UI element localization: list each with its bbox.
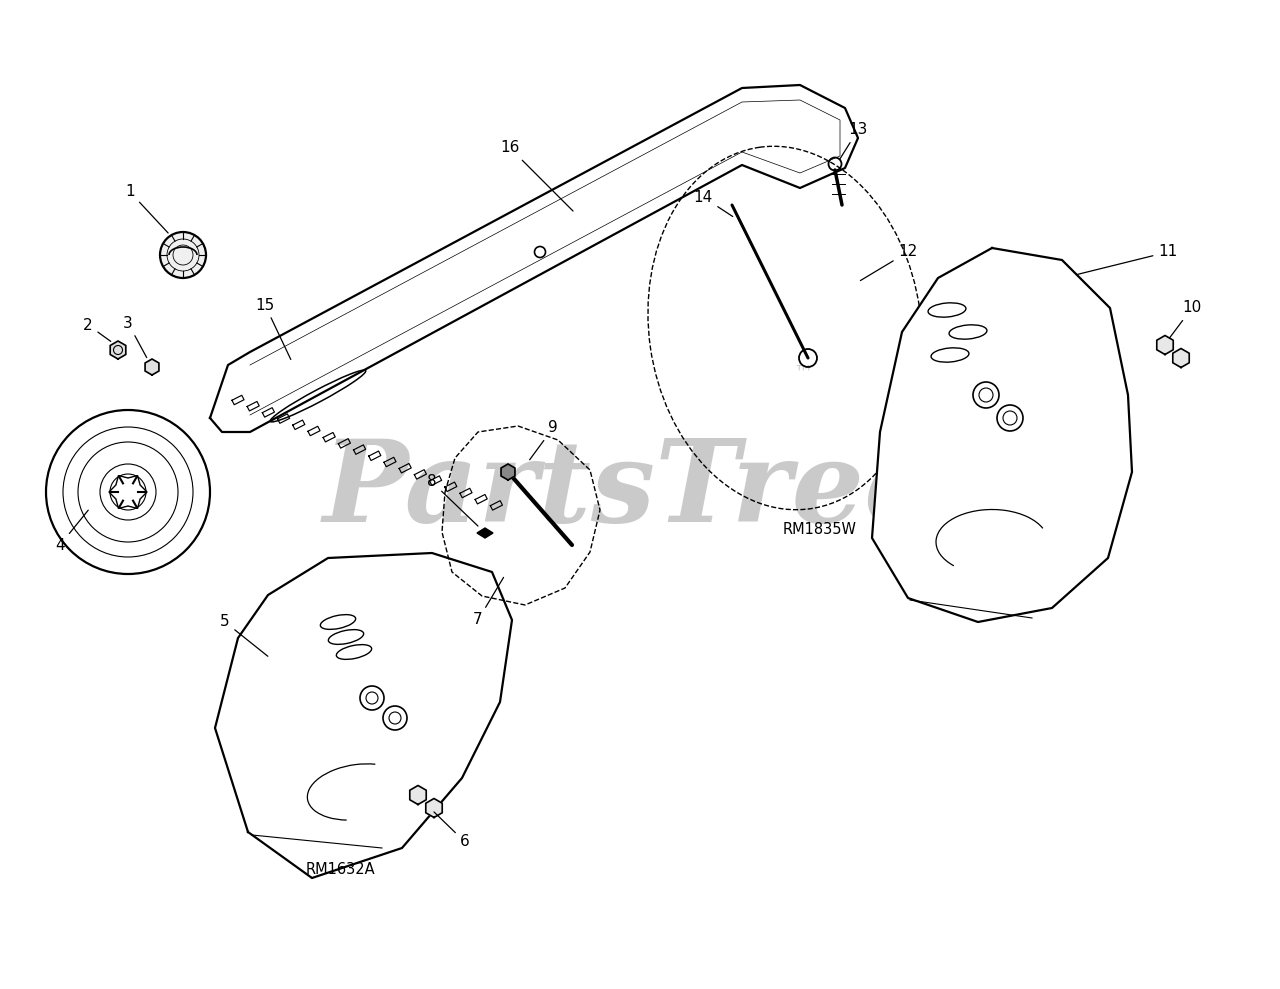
Text: 5: 5 bbox=[220, 614, 268, 657]
Polygon shape bbox=[110, 341, 125, 359]
Circle shape bbox=[160, 232, 206, 278]
Polygon shape bbox=[1157, 335, 1174, 354]
Text: 11: 11 bbox=[1078, 244, 1178, 274]
Text: 16: 16 bbox=[500, 140, 573, 211]
Polygon shape bbox=[426, 798, 442, 818]
Text: 3: 3 bbox=[123, 315, 147, 358]
Polygon shape bbox=[1172, 348, 1189, 368]
Text: 4: 4 bbox=[55, 510, 88, 553]
Text: 14: 14 bbox=[694, 190, 732, 217]
Polygon shape bbox=[477, 528, 493, 538]
Circle shape bbox=[46, 410, 210, 574]
Text: 2: 2 bbox=[83, 317, 111, 341]
Polygon shape bbox=[210, 85, 858, 432]
Text: 10: 10 bbox=[1170, 301, 1202, 338]
Text: 7: 7 bbox=[474, 578, 503, 627]
Polygon shape bbox=[410, 785, 426, 804]
Text: 13: 13 bbox=[840, 123, 868, 159]
Text: 12: 12 bbox=[860, 244, 918, 281]
Text: 15: 15 bbox=[256, 298, 291, 359]
Text: 6: 6 bbox=[434, 812, 470, 850]
Text: ™: ™ bbox=[794, 364, 813, 383]
Text: RM1632A: RM1632A bbox=[305, 862, 375, 877]
Text: RM1835W: RM1835W bbox=[783, 522, 858, 537]
Polygon shape bbox=[500, 464, 515, 480]
Polygon shape bbox=[872, 248, 1132, 622]
Text: 9: 9 bbox=[530, 420, 558, 460]
Polygon shape bbox=[145, 359, 159, 375]
Text: 1: 1 bbox=[125, 185, 168, 233]
Polygon shape bbox=[215, 553, 512, 878]
Text: PartsTree: PartsTree bbox=[323, 434, 937, 546]
Text: 8: 8 bbox=[428, 475, 477, 526]
